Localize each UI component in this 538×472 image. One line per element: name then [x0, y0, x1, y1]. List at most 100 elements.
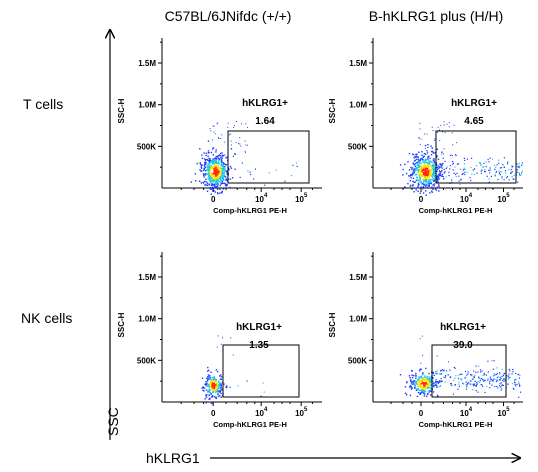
event-dot	[207, 172, 210, 174]
event-dot	[431, 170, 434, 172]
event-dot	[440, 124, 442, 126]
event-dot	[479, 378, 482, 380]
event-dot	[504, 379, 506, 381]
event-dot	[441, 166, 443, 168]
event-dot	[210, 130, 212, 132]
event-dot	[521, 172, 523, 174]
event-dot	[463, 167, 465, 169]
event-dot	[433, 164, 435, 167]
event-dot	[433, 161, 436, 164]
event-dot	[485, 161, 487, 163]
event-dot	[428, 162, 430, 165]
event-dot	[431, 126, 433, 128]
event-dot	[428, 389, 430, 392]
event-dot	[232, 155, 234, 157]
event-dot	[421, 154, 423, 156]
event-dot	[210, 166, 212, 168]
event-dot	[206, 184, 208, 187]
event-dot	[436, 166, 438, 169]
event-dot	[456, 163, 458, 165]
event-dot	[499, 373, 501, 375]
event-dot	[506, 177, 508, 179]
event-dot	[498, 159, 500, 161]
event-dot	[503, 166, 505, 168]
event-dot	[514, 381, 516, 384]
event-dot	[412, 169, 415, 171]
y-tick-label: 500K	[137, 356, 156, 365]
event-dot	[424, 386, 426, 389]
event-dot	[208, 157, 210, 160]
event-dot	[466, 158, 468, 160]
event-dot	[486, 385, 488, 388]
event-dot	[412, 163, 415, 165]
event-dot	[444, 160, 446, 162]
event-dot	[484, 380, 486, 382]
event-dot	[217, 172, 219, 174]
event-dot	[519, 173, 521, 175]
event-dot	[210, 172, 213, 174]
event-dot	[212, 173, 214, 175]
event-dot	[213, 190, 215, 192]
event-dot	[215, 172, 217, 174]
event-dot	[218, 380, 220, 382]
event-dot	[426, 178, 429, 181]
event-dot	[422, 172, 425, 175]
event-dot	[275, 169, 277, 171]
event-dot	[428, 372, 430, 375]
event-dot	[226, 173, 229, 176]
event-dot	[412, 173, 414, 176]
x-tick-label: 105	[497, 407, 510, 418]
event-dot	[512, 387, 514, 389]
event-dot	[212, 174, 214, 176]
event-dot	[426, 172, 428, 174]
event-dot	[292, 164, 294, 166]
event-dot	[463, 383, 465, 385]
event-dot	[239, 137, 241, 139]
event-dot	[425, 380, 428, 383]
event-dot	[217, 389, 219, 391]
event-dot	[425, 367, 427, 370]
event-dot	[210, 379, 213, 381]
event-dot	[440, 165, 442, 167]
event-dot	[423, 392, 425, 394]
event-dot	[207, 379, 209, 381]
event-dot	[209, 177, 212, 179]
event-dot	[475, 385, 477, 387]
event-dot	[441, 151, 443, 153]
event-dot	[430, 169, 433, 172]
event-dot	[223, 141, 225, 143]
event-dot	[518, 377, 520, 379]
event-dot	[473, 384, 475, 386]
event-dot	[415, 374, 417, 377]
event-dot	[426, 378, 428, 381]
event-dot	[212, 148, 213, 150]
event-dot	[201, 377, 204, 379]
event-dot	[218, 169, 221, 171]
event-dot	[428, 382, 430, 384]
event-dot	[214, 385, 216, 388]
event-dot	[428, 391, 430, 393]
event-dot	[216, 171, 218, 174]
y-tick-label: 1.5M	[349, 273, 367, 282]
column-header-wildtype: C57BL/6JNifdc (+/+)	[165, 8, 292, 24]
event-dots	[201, 335, 265, 405]
event-dot	[212, 389, 214, 391]
event-dot	[205, 173, 207, 176]
event-dot	[427, 156, 429, 158]
event-dot	[470, 375, 472, 377]
event-dot	[423, 133, 425, 135]
event-dot	[426, 395, 428, 398]
event-dot	[196, 162, 198, 165]
event-dot	[452, 163, 454, 165]
event-dot	[439, 173, 442, 175]
event-dot	[512, 369, 514, 371]
event-dot	[206, 377, 208, 380]
event-dot	[419, 393, 421, 396]
y-tick-label: 500K	[348, 356, 367, 365]
event-dot	[489, 172, 491, 174]
event-dot	[423, 382, 425, 384]
event-dot	[449, 168, 451, 170]
y-tick-label: 500K	[137, 142, 156, 151]
event-dot	[217, 384, 220, 387]
event-dot	[419, 143, 421, 145]
